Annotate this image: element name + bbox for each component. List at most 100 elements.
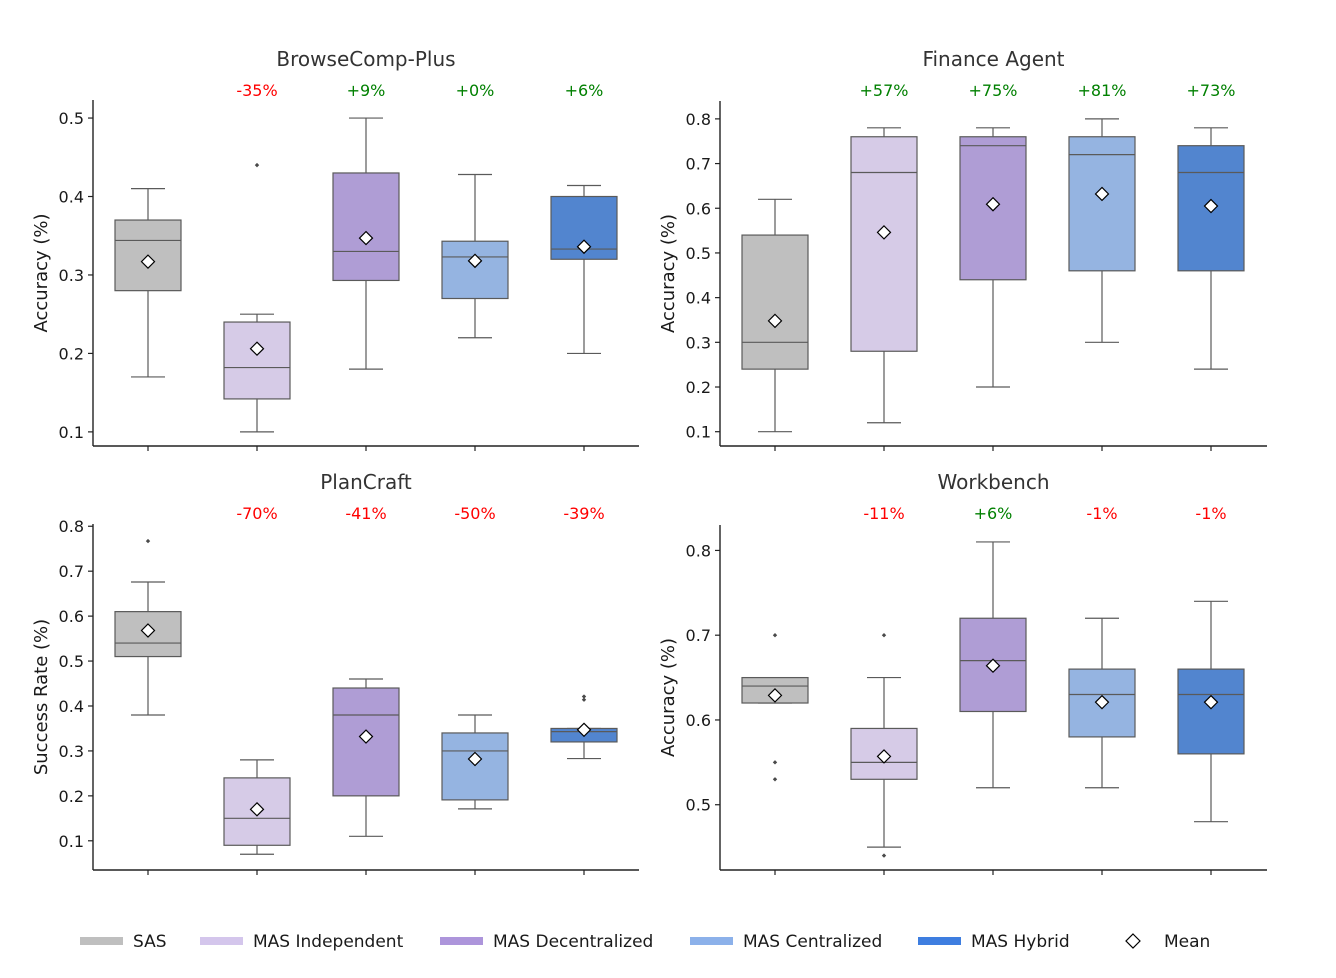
y-tick-label: 0.6	[686, 199, 711, 218]
box-mas-hybrid	[1177, 600, 1245, 823]
mean-marker	[1094, 694, 1110, 710]
mean-marker	[767, 313, 783, 329]
legend-item-mas-centralized: MAS Centralized	[690, 932, 882, 952]
y-tick-label: 0.7	[59, 562, 84, 581]
outlier-point	[581, 694, 587, 699]
box-sas	[114, 188, 182, 378]
legend-swatch	[918, 937, 961, 945]
legend-label: MAS Decentralized	[493, 932, 653, 952]
box-iqr	[223, 321, 291, 400]
y-tick-label: 0.5	[686, 796, 711, 815]
outlier-point	[581, 697, 587, 702]
change-annotation: +73%	[1187, 81, 1236, 100]
change-annotation: +6%	[974, 504, 1013, 523]
outlier-point	[772, 777, 778, 782]
y-tick-label: 0.3	[59, 266, 84, 285]
box-mas-hybrid	[550, 694, 618, 760]
legend-item-mas-independent: MAS Independent	[200, 932, 404, 952]
legend-label: MAS Centralized	[743, 932, 882, 952]
mean-marker	[249, 341, 265, 357]
y-tick-label: 0.1	[59, 832, 84, 851]
mean-marker	[467, 253, 483, 269]
y-tick-label: 0.5	[59, 652, 84, 671]
y-tick-label: 0.1	[59, 423, 84, 442]
outlier-point	[772, 760, 778, 765]
change-annotation: +9%	[347, 81, 386, 100]
mean-marker	[249, 801, 265, 817]
mean-marker	[358, 729, 374, 744]
legend-label: MAS Independent	[253, 932, 404, 952]
box-iqr	[1177, 668, 1245, 755]
panel-finance-agent: Finance Agent Accuracy (%) 0.1 0.2 0.3 0.4 0.5…	[658, 47, 1267, 451]
box-mas-centralized	[1068, 118, 1136, 343]
change-annotation: +0%	[456, 81, 495, 100]
change-annotation: +75%	[969, 81, 1018, 100]
y-tick-label: 0.4	[59, 188, 84, 207]
box-mas-decentralized	[332, 678, 400, 837]
box-iqr	[1068, 136, 1136, 272]
legend-swatch	[440, 937, 483, 945]
outlier-point	[145, 538, 151, 544]
y-tick-label: 0.5	[59, 109, 84, 128]
box-iqr	[441, 732, 509, 801]
y-tick-label: 0.6	[686, 711, 711, 730]
panel-title: Workbench	[938, 470, 1050, 494]
legend-item-mas-hybrid: MAS Hybrid	[918, 932, 1070, 952]
y-tick-label: 0.8	[686, 541, 711, 560]
y-tick-label: 0.1	[686, 423, 711, 442]
box-mas-decentralized	[332, 117, 400, 370]
y-tick-label: 0.8	[59, 517, 84, 536]
y-tick-label: 0.4	[59, 697, 84, 716]
mean-marker	[576, 239, 592, 255]
panel-title: BrowseComp-Plus	[276, 47, 455, 71]
mean-marker	[767, 688, 783, 703]
mean-marker	[985, 658, 1001, 674]
box-mas-independent	[223, 162, 291, 433]
box-mas-centralized	[1068, 617, 1136, 789]
box-mas-independent	[850, 632, 918, 858]
change-annotation: -41%	[345, 504, 386, 523]
box-mas-independent	[223, 759, 291, 855]
y-tick-label: 0.4	[686, 289, 711, 308]
box-mas-independent	[850, 127, 918, 424]
mean-marker	[876, 225, 892, 240]
mean-marker	[467, 751, 483, 767]
box-mas-centralized	[441, 173, 509, 339]
box-iqr	[850, 136, 918, 352]
change-annotation: +57%	[860, 81, 909, 100]
legend-swatch	[200, 937, 243, 945]
box-sas	[741, 632, 809, 782]
legend-item-mean: Mean	[1125, 932, 1210, 952]
mean-marker	[985, 196, 1001, 212]
y-tick-label: 0.6	[59, 607, 84, 626]
panel-title: Finance Agent	[922, 47, 1064, 71]
box-mas-hybrid	[1177, 127, 1245, 370]
y-axis-label: Accuracy (%)	[31, 213, 52, 332]
box-sas	[741, 198, 809, 433]
mean-marker	[140, 623, 156, 638]
box-mas-decentralized	[959, 127, 1027, 388]
panel-browsecomp-plus: BrowseComp-Plus Accuracy (%) 0.1 0.2 0.3 0.4 0…	[31, 47, 639, 451]
outlier-point	[881, 853, 887, 858]
mean-marker	[1203, 198, 1219, 214]
legend-label: Mean	[1164, 932, 1210, 952]
legend-label: MAS Hybrid	[971, 932, 1070, 952]
change-annotation: -35%	[236, 81, 277, 100]
box-iqr	[741, 234, 809, 370]
change-annotation: -1%	[1195, 504, 1226, 523]
mean-marker	[576, 722, 592, 738]
change-annotation: -50%	[454, 504, 495, 523]
change-annotation: -1%	[1086, 504, 1117, 523]
y-tick-label: 0.3	[686, 333, 711, 352]
y-tick-label: 0.2	[686, 378, 711, 397]
panel-title: PlanCraft	[320, 470, 412, 494]
mean-marker	[140, 254, 156, 269]
change-annotation: -39%	[563, 504, 604, 523]
mean-marker	[1094, 186, 1110, 202]
legend-item-sas: SAS	[80, 932, 167, 952]
change-annotation: -70%	[236, 504, 277, 523]
change-annotation: +6%	[565, 81, 604, 100]
y-tick-label: 0.5	[686, 244, 711, 263]
box-mas-hybrid	[550, 184, 618, 355]
